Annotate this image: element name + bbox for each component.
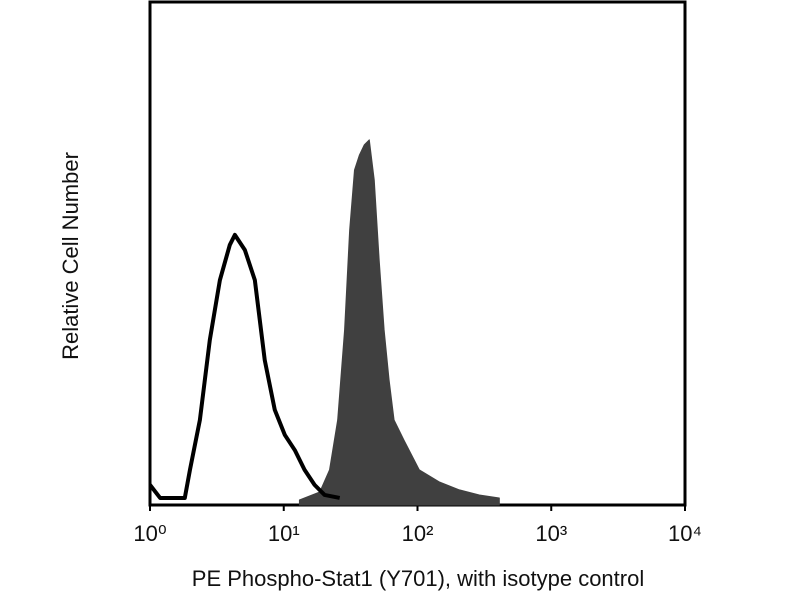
histogram-line (148, 232, 341, 500)
y-axis-label: Relative Cell Number (58, 152, 83, 360)
x-tick-label: 10³ (535, 521, 567, 546)
x-axis-label: PE Phospho-Stat1 (Y701), with isotype co… (192, 566, 644, 591)
x-tick-label: 10² (402, 521, 434, 546)
x-tick-label: 10⁰ (133, 521, 166, 546)
x-tick-label: 10⁴ (668, 521, 702, 546)
histogram-area (298, 139, 500, 506)
plot-frame (148, 0, 687, 507)
x-tick-label: 10¹ (268, 521, 300, 546)
